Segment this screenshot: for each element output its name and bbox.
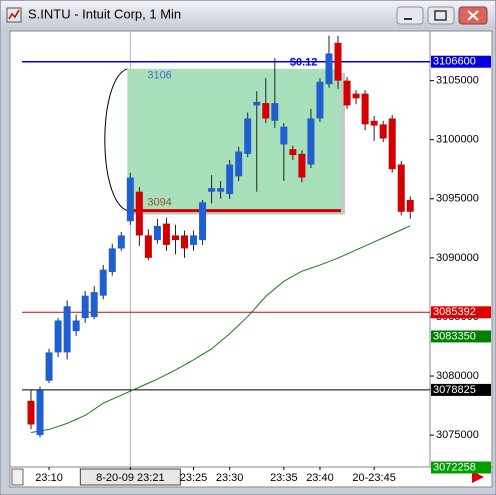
candle-body	[171, 235, 179, 241]
candle-body	[235, 151, 243, 177]
candle-body	[190, 235, 198, 245]
candle-body	[343, 80, 351, 106]
candle-body	[397, 164, 405, 212]
y-tick-label: 3100000	[436, 134, 479, 146]
candle-body	[370, 120, 378, 126]
candle-body	[226, 164, 234, 195]
candle-body	[72, 320, 80, 332]
candle-body	[63, 306, 71, 353]
x-tick-label: 20-23:45	[352, 472, 395, 484]
candle-body	[316, 81, 324, 119]
scroll-box[interactable]	[11, 468, 24, 486]
moving-average	[30, 225, 411, 433]
annotation-text: $0.12	[290, 57, 318, 69]
candle-body	[217, 188, 225, 192]
candle-body	[208, 188, 216, 192]
y-tick-label: 3075000	[436, 429, 479, 441]
candle-body	[325, 53, 333, 85]
price-axis	[429, 30, 493, 468]
maximize-button[interactable]	[427, 6, 455, 25]
candle-body	[81, 295, 89, 319]
level-marker	[431, 330, 491, 343]
candle-body	[289, 149, 297, 156]
candle-body	[406, 199, 414, 212]
x-tick-label: 23:30	[216, 472, 244, 484]
candle-body	[199, 202, 207, 241]
candle-body	[144, 235, 152, 258]
x-tick-label: 23:35	[270, 472, 298, 484]
candle-body	[244, 118, 252, 154]
candle-body	[153, 225, 161, 241]
minimize-button[interactable]	[396, 6, 424, 25]
candle-body	[298, 153, 306, 178]
annotation-box	[127, 68, 342, 211]
level-marker	[431, 461, 491, 474]
x-tick-label: 23:10	[35, 472, 63, 484]
candle-body	[108, 248, 116, 273]
candle-body	[135, 191, 143, 236]
candle-body	[90, 292, 98, 317]
level-marker	[431, 55, 491, 68]
y-tick-label: 3090000	[436, 252, 479, 264]
candle-body	[262, 103, 270, 119]
level-marker	[431, 383, 491, 396]
candle-body	[99, 269, 107, 296]
candle-body	[27, 400, 35, 425]
y-tick-label: 3080000	[436, 370, 479, 382]
candle-body	[253, 101, 261, 106]
candle-body	[45, 352, 53, 381]
level-marker-label: 3083350	[433, 330, 476, 342]
x-tick-label: 8-20-09 23:21	[96, 472, 165, 484]
close-glyph	[467, 10, 479, 21]
candle-body	[181, 235, 189, 249]
annotation-top-label: 3106	[147, 70, 171, 82]
candle-body	[54, 320, 62, 353]
level-marker-label: 3106600	[433, 56, 476, 68]
x-tick-label: 23:40	[306, 472, 334, 484]
level-marker-label: 3072258	[433, 461, 476, 473]
candle-body	[162, 223, 170, 245]
plot: 3075000308000030850003090000309500031000…	[22, 31, 491, 486]
candle-body	[117, 235, 125, 249]
candle-body	[271, 103, 279, 121]
candle-body	[352, 93, 360, 99]
candle-body	[334, 42, 342, 81]
x-tick-label: 23:25	[180, 472, 208, 484]
candle-body	[36, 390, 44, 436]
y-tick-label: 3095000	[436, 193, 479, 205]
window-title: S.INTU - Intuit Corp, 1 Min	[28, 6, 181, 21]
level-marker-label: 3078825	[433, 384, 476, 396]
maximize-glyph	[434, 10, 447, 21]
candle-body	[280, 126, 288, 145]
level-marker-label: 3085392	[433, 306, 476, 318]
level-marker	[431, 306, 491, 319]
annotation-arc	[104, 68, 128, 212]
scroll-arrow[interactable]	[472, 471, 484, 483]
candle-body	[388, 118, 396, 170]
candle-body	[126, 177, 134, 222]
candle-body	[379, 124, 387, 139]
annotation-bottom-label: 3094	[147, 197, 171, 209]
candle-body	[361, 93, 369, 125]
app-icon-glyph	[8, 9, 20, 20]
candle-body	[307, 118, 315, 165]
y-tick-label: 3105000	[436, 75, 479, 87]
